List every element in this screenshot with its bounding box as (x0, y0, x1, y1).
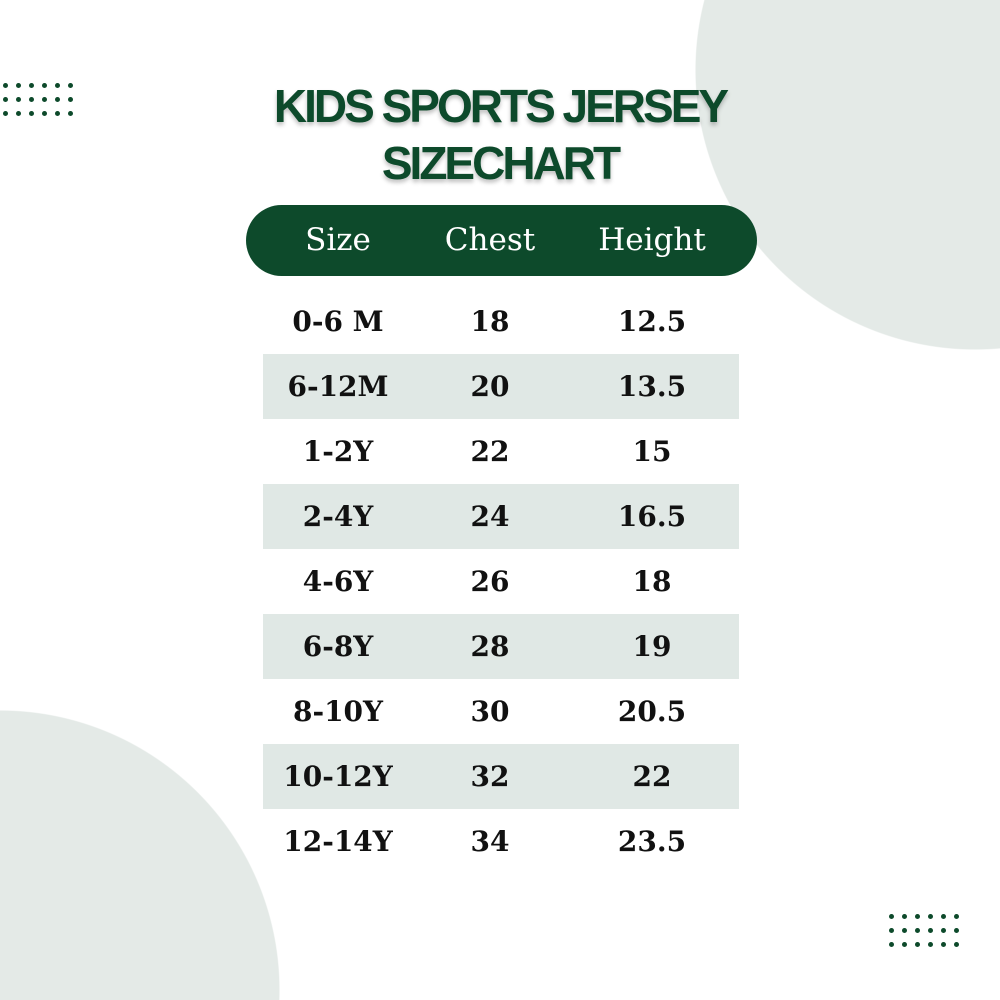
dot (941, 942, 946, 947)
dot (42, 83, 47, 88)
cell-height: 22 (632, 760, 672, 793)
dot (941, 928, 946, 933)
cell-size: 1-2Y (302, 435, 374, 468)
header-height: Height (598, 222, 706, 258)
dot (55, 83, 60, 88)
background-circle (695, 0, 1000, 352)
dot (928, 928, 933, 933)
table-row: 6-8Y 28 19 (263, 614, 739, 679)
background-circle (0, 710, 282, 1000)
dot (954, 942, 959, 947)
table-row: 12-14Y 34 23.5 (263, 809, 739, 874)
dot (16, 83, 21, 88)
cell-size: 2-4Y (302, 500, 374, 533)
dot (915, 942, 920, 947)
dot (3, 111, 8, 116)
header-chest: Chest (444, 222, 536, 258)
dot-pattern (3, 83, 73, 116)
dot (16, 97, 21, 102)
cell-height: 12.5 (617, 305, 687, 338)
dot (915, 928, 920, 933)
table-row: 4-6Y 26 18 (263, 549, 739, 614)
cell-height: 20.5 (617, 695, 687, 728)
table-row: 6-12M 20 13.5 (263, 354, 739, 419)
dot (928, 942, 933, 947)
dot (55, 111, 60, 116)
cell-chest: 32 (470, 760, 510, 793)
cell-chest: 18 (470, 305, 510, 338)
table-row: 0-6 M 18 12.5 (263, 289, 739, 354)
dot (29, 97, 34, 102)
dot (42, 111, 47, 116)
table-row: 10-12Y 32 22 (263, 744, 739, 809)
header-size: Size (305, 222, 371, 258)
cell-height: 16.5 (617, 500, 687, 533)
page-subtitle: SIZECHART (381, 137, 621, 189)
dot (889, 928, 894, 933)
dot (941, 914, 946, 919)
cell-size: 0-6 M (292, 305, 384, 338)
cell-size: 12-14Y (283, 825, 393, 858)
dot (16, 111, 21, 116)
dot (902, 914, 907, 919)
page-title: KIDS SPORTS JERSEY (273, 80, 729, 132)
cell-size: 6-12M (287, 370, 389, 403)
dot (3, 83, 8, 88)
table-header: Size Chest Height (246, 205, 757, 276)
cell-size: 4-6Y (302, 565, 374, 598)
table-row: 2-4Y 24 16.5 (263, 484, 739, 549)
dot (954, 914, 959, 919)
dot (42, 97, 47, 102)
dot (3, 97, 8, 102)
cell-height: 19 (632, 630, 672, 663)
cell-chest: 22 (470, 435, 510, 468)
cell-chest: 34 (470, 825, 510, 858)
dot (889, 914, 894, 919)
cell-size: 10-12Y (283, 760, 393, 793)
dot (915, 914, 920, 919)
cell-height: 13.5 (617, 370, 687, 403)
cell-chest: 30 (470, 695, 510, 728)
cell-height: 18 (632, 565, 672, 598)
dot-pattern (889, 914, 959, 947)
dot (55, 97, 60, 102)
dot (29, 111, 34, 116)
cell-chest: 24 (470, 500, 510, 533)
dot (889, 942, 894, 947)
cell-size: 6-8Y (302, 630, 374, 663)
dot (29, 83, 34, 88)
dot (902, 942, 907, 947)
cell-chest: 26 (470, 565, 510, 598)
table-row: 1-2Y 22 15 (263, 419, 739, 484)
cell-height: 15 (632, 435, 672, 468)
dot (68, 111, 73, 116)
table-row: 8-10Y 30 20.5 (263, 679, 739, 744)
dot (68, 83, 73, 88)
dot (68, 97, 73, 102)
cell-chest: 28 (470, 630, 510, 663)
dot (902, 928, 907, 933)
cell-chest: 20 (470, 370, 510, 403)
cell-size: 8-10Y (292, 695, 384, 728)
dot (928, 914, 933, 919)
cell-height: 23.5 (617, 825, 687, 858)
dot (954, 928, 959, 933)
